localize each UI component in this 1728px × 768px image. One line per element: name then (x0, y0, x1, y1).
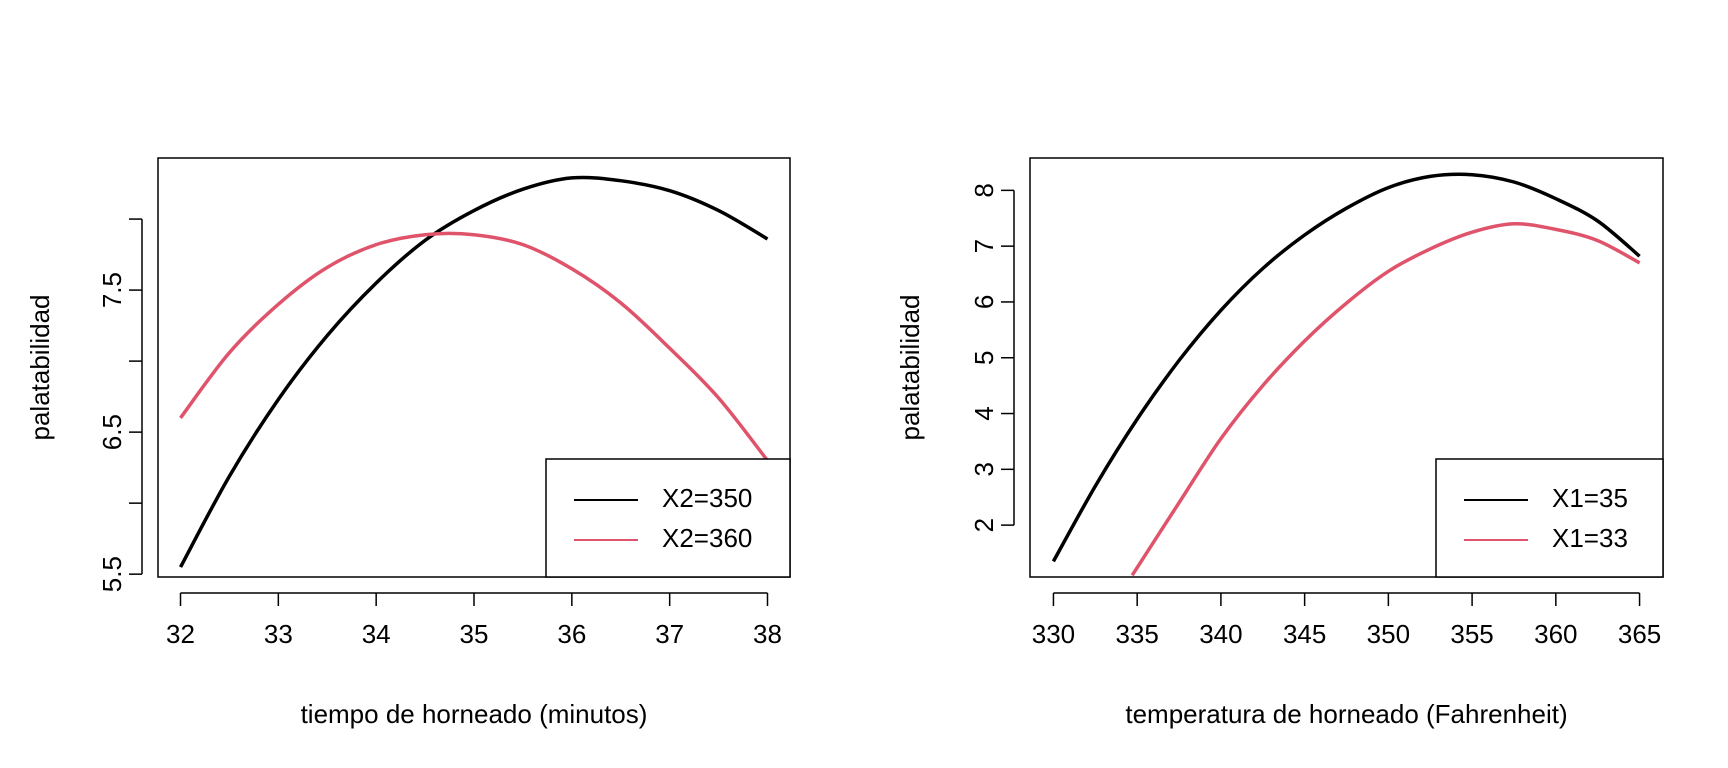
legend-box (545, 458, 791, 578)
x-tick-label: 335 (1115, 619, 1158, 649)
series-line-x1-33 (1130, 222, 1641, 577)
y-tick-label: 8 (969, 183, 999, 197)
y-tick-label: 6 (969, 295, 999, 309)
panel-baking-time: 32 33 34 35 36 37 38 5.5 6.5 7.5 X2=350 X2=360 t… (25, 157, 791, 729)
x-tick-label: 350 (1367, 619, 1410, 649)
x-tick-label: 32 (166, 619, 195, 649)
legend: X2=350 X2=360 (545, 458, 791, 578)
x-tick-label: 33 (264, 619, 293, 649)
y-axis-title: palatabilidad (25, 294, 55, 440)
x-tick-label: 35 (460, 619, 489, 649)
series-line-x2-350 (178, 175, 769, 568)
series-lines (1051, 172, 1641, 577)
plot-frame (1029, 157, 1664, 578)
legend: X1=35 X1=33 (1435, 458, 1664, 578)
x-tick-label: 34 (362, 619, 391, 649)
legend-label-x1-33: X1=33 (1552, 523, 1628, 553)
x-tick-label: 365 (1618, 619, 1661, 649)
legend-box (1435, 458, 1664, 578)
y-tick-label: 3 (969, 462, 999, 476)
y-axis: 2 3 4 5 6 7 8 (969, 183, 1015, 532)
x-axis: 330 335 340 345 350 355 360 365 (1032, 592, 1661, 649)
series-line-x1-35 (1051, 172, 1641, 563)
series-lines (178, 175, 769, 568)
y-tick-label: 7.5 (97, 272, 127, 308)
x-tick-label: 36 (557, 619, 586, 649)
x-tick-label: 360 (1534, 619, 1577, 649)
y-tick-label: 4 (969, 406, 999, 420)
x-axis-title: temperatura de horneado (Fahrenheit) (1125, 699, 1567, 729)
x-tick-label: 330 (1032, 619, 1075, 649)
legend-label-x1-35: X1=35 (1552, 483, 1628, 513)
y-tick-label: 5 (969, 351, 999, 365)
y-axis-title: palatabilidad (895, 294, 925, 440)
x-tick-label: 355 (1450, 619, 1493, 649)
y-tick-label: 7 (969, 239, 999, 253)
x-tick-label: 340 (1199, 619, 1242, 649)
y-tick-label: 2 (969, 518, 999, 532)
x-axis: 32 33 34 35 36 37 38 (166, 592, 782, 649)
y-tick-label: 5.5 (97, 556, 127, 592)
x-tick-label: 345 (1283, 619, 1326, 649)
y-axis: 5.5 6.5 7.5 (97, 218, 143, 592)
x-tick-label: 38 (753, 619, 782, 649)
x-axis-title: tiempo de horneado (minutos) (301, 699, 648, 729)
plot-frame (157, 157, 791, 578)
x-tick-label: 37 (655, 619, 684, 649)
legend-label-x2-350: X2=350 (662, 483, 752, 513)
legend-label-x2-360: X2=360 (662, 523, 752, 553)
series-line-x2-360 (179, 231, 769, 462)
y-tick-label: 6.5 (97, 414, 127, 450)
